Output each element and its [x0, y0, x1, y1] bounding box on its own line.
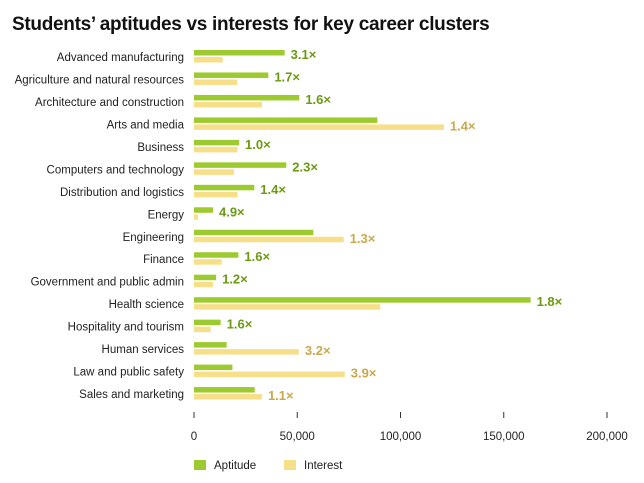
bar-aptitude — [194, 252, 239, 258]
category-label: Computers and technology — [47, 164, 185, 176]
bar-aptitude — [194, 139, 240, 146]
bar-interest — [194, 169, 235, 175]
bar-interest — [194, 326, 211, 333]
category-label: Agriculture and natural resources — [15, 74, 185, 86]
category-label: Advanced manufacturing — [57, 52, 184, 64]
ratio-label: 3.9× — [351, 366, 377, 381]
ratio-label: 4.9× — [219, 204, 245, 219]
category-label: Engineering — [123, 232, 184, 244]
category-label: Distribution and logistics — [60, 187, 184, 199]
bar-aptitude — [194, 207, 213, 213]
ratio-label: 1.3× — [350, 231, 376, 246]
bar-aptitude — [194, 117, 378, 123]
bar-interest — [194, 259, 222, 265]
category-label: Hospitality and tourism — [68, 322, 184, 334]
category-label: Sales and marketing — [79, 389, 184, 401]
bar-aptitude — [194, 364, 233, 371]
bar-interest — [194, 304, 381, 310]
bar-aptitude — [194, 229, 314, 236]
bar-aptitude — [194, 274, 217, 281]
bar-aptitude — [194, 319, 221, 326]
ratio-label: 2.3× — [292, 159, 318, 174]
category-label: Finance — [143, 254, 184, 266]
bar-interest — [194, 79, 238, 85]
ratio-label: 3.2× — [305, 343, 331, 358]
category-label: Health science — [109, 299, 184, 311]
category-label: Architecture and construction — [35, 97, 184, 109]
bar-interest — [194, 349, 299, 355]
bar-aptitude — [194, 72, 269, 78]
bar-interest — [194, 281, 213, 288]
bar-aptitude — [194, 184, 255, 191]
category-label: Government and public admin — [31, 277, 184, 289]
legend-swatch — [194, 460, 206, 470]
legend-swatch — [284, 460, 296, 470]
bar-interest — [194, 236, 344, 243]
x-tick-label: 150,000 — [483, 431, 525, 443]
bar-interest — [194, 101, 262, 108]
category-label: Business — [137, 142, 184, 154]
ratio-label: 1.6× — [305, 92, 331, 107]
bar-interest — [194, 191, 238, 198]
x-tick-label: 200,000 — [586, 431, 628, 443]
bar-interest — [194, 394, 262, 400]
category-label: Energy — [148, 209, 185, 221]
ratio-label: 1.6× — [244, 249, 270, 264]
x-tick-label: 100,000 — [380, 431, 422, 443]
category-label: Human services — [102, 344, 185, 356]
ratio-label: 1.6× — [227, 317, 253, 332]
bar-interest — [194, 124, 444, 130]
bar-aptitude — [194, 297, 531, 303]
ratio-label: 1.4× — [450, 118, 476, 133]
legend-label: Interest — [304, 460, 343, 472]
bar-aptitude — [194, 94, 300, 101]
bar-interest — [194, 57, 223, 63]
legend-label: Aptitude — [214, 460, 256, 472]
ratio-label: 1.4× — [260, 182, 286, 197]
ratio-label: 3.1× — [291, 47, 317, 62]
ratio-label: 1.1× — [268, 388, 294, 403]
bar-interest — [194, 214, 198, 220]
chart-title: Students’ aptitudes vs interests for key… — [12, 14, 490, 35]
x-tick-label: 0 — [191, 431, 197, 443]
ratio-label: 1.2× — [222, 272, 248, 287]
bar-aptitude — [194, 342, 227, 348]
category-label: Arts and media — [107, 119, 185, 131]
category-label: Law and public safety — [73, 367, 184, 379]
ratio-label: 1.8× — [537, 294, 563, 309]
bar-aptitude — [194, 162, 287, 168]
bar-aptitude — [194, 387, 255, 393]
ratio-label: 1.0× — [245, 137, 271, 152]
bar-interest — [194, 371, 345, 378]
bar-interest — [194, 146, 238, 153]
x-tick-label: 50,000 — [280, 431, 315, 443]
ratio-label: 1.7× — [274, 69, 300, 84]
bar-aptitude — [194, 50, 285, 56]
